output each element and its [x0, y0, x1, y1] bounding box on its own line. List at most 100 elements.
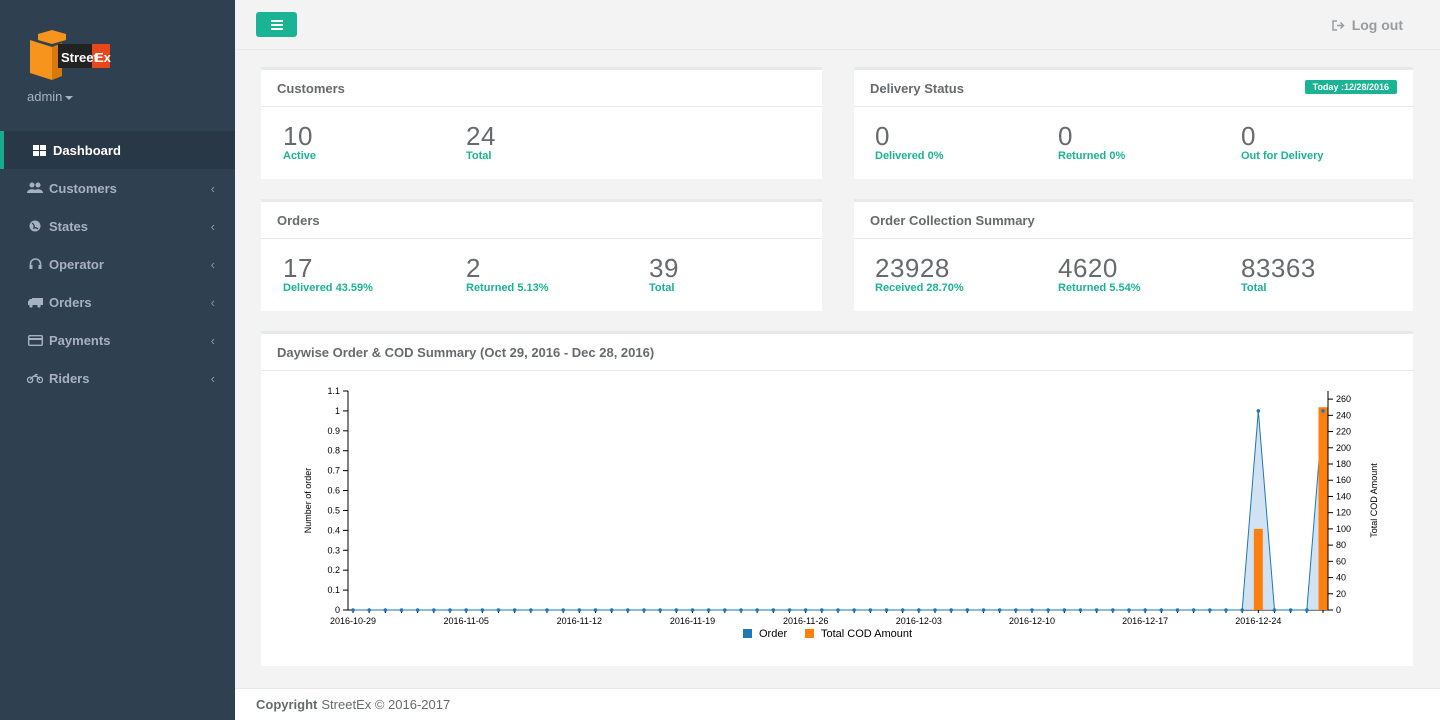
- headphones-icon: [27, 257, 43, 271]
- order-point: [561, 608, 565, 612]
- sidebar-item-dashboard[interactable]: Dashboard: [0, 131, 235, 169]
- order-point: [496, 608, 501, 612]
- sidebar-item-operator[interactable]: Operator ‹: [0, 245, 235, 283]
- out-for-delivery-stat: 0 Out for Delivery: [1241, 122, 1324, 162]
- sidebar-item-label: Customers: [49, 180, 117, 196]
- y2-tick-label: 0: [1336, 605, 1341, 615]
- chevron-left-icon: ‹: [210, 371, 215, 386]
- stat-value: 39: [649, 253, 679, 283]
- y2-tick-label: 100: [1336, 524, 1351, 534]
- order-point: [933, 608, 937, 612]
- stat-label: Returned 5.13%: [466, 282, 549, 294]
- returned-amount-stat: 4620 Returned 5.54%: [1058, 254, 1141, 294]
- orders-panel: Orders 17 Delivered 43.59% 2 Returned 5.…: [261, 199, 822, 311]
- chevron-left-icon: ‹: [210, 295, 215, 310]
- x-tick-label: 2016-11-19: [670, 616, 715, 626]
- order-point: [448, 608, 452, 612]
- order-line: [353, 410, 1324, 611]
- sidebar: Street Ex admin Dashboard Customers ‹ St…: [0, 0, 235, 720]
- order-point: [981, 608, 986, 612]
- order-point: [464, 608, 468, 612]
- stat-label: Returned 5.54%: [1058, 282, 1141, 294]
- y-tick-label: 1: [335, 406, 340, 416]
- order-point: [706, 608, 711, 612]
- order-point: [1030, 608, 1034, 612]
- chevron-left-icon: ‹: [210, 219, 215, 234]
- sidebar-item-label: Payments: [49, 332, 111, 348]
- sidebar-item-states[interactable]: States ‹: [0, 207, 235, 245]
- logout-link[interactable]: Log out: [1331, 17, 1403, 33]
- y2-tick-label: 260: [1336, 394, 1351, 404]
- order-point: [1272, 608, 1277, 612]
- cod-bar: [1253, 528, 1263, 610]
- order-point: [900, 608, 905, 612]
- order-point: [1111, 608, 1115, 612]
- toggle-sidebar-button[interactable]: [256, 12, 297, 37]
- order-point: [739, 608, 743, 612]
- stat-label: Total: [1241, 282, 1267, 294]
- bars-icon-line: [270, 23, 283, 26]
- order-point: [1321, 409, 1325, 413]
- order-point: [1143, 608, 1147, 612]
- order-point: [593, 608, 598, 612]
- globe-icon: [27, 219, 43, 233]
- stat-label: Delivered 43.59%: [283, 282, 373, 294]
- order-point: [415, 608, 420, 612]
- svg-text:Ex: Ex: [95, 50, 112, 65]
- chevron-left-icon: ‹: [210, 181, 215, 196]
- panel-title: Customers: [261, 70, 822, 107]
- order-point: [803, 608, 808, 612]
- y-axis-title: Number of order: [303, 468, 313, 534]
- y-tick-label: 0: [335, 605, 340, 615]
- daywise-summary-panel: Daywise Order & COD Summary (Oct 29, 201…: [261, 331, 1413, 666]
- brand-area: Street Ex admin: [0, 0, 235, 130]
- stat-value: 23928: [875, 253, 950, 283]
- stat-value: 0: [875, 121, 890, 151]
- y2-tick-label: 160: [1336, 475, 1351, 485]
- y2-tick-label: 240: [1336, 410, 1351, 420]
- user-menu[interactable]: admin: [27, 89, 74, 104]
- y2-tick-label: 180: [1336, 459, 1351, 469]
- truck-icon: [27, 295, 43, 309]
- stat-value: 17: [283, 253, 313, 283]
- svg-text:Street: Street: [61, 50, 99, 65]
- user-name: admin: [27, 89, 63, 104]
- sidebar-item-customers[interactable]: Customers ‹: [0, 169, 235, 207]
- motorcycle-icon: [27, 371, 43, 385]
- sidebar-item-orders[interactable]: Orders ‹: [0, 283, 235, 321]
- order-point: [432, 608, 436, 612]
- stat-value: 83363: [1241, 253, 1316, 283]
- returned-orders-stat: 2 Returned 5.13%: [466, 254, 549, 294]
- y-tick-label: 0.7: [327, 466, 340, 476]
- sidebar-item-riders[interactable]: Riders ‹: [0, 359, 235, 397]
- cod-bar: [1318, 407, 1328, 610]
- order-point: [1014, 608, 1018, 612]
- streetex-logo[interactable]: Street Ex: [28, 30, 112, 80]
- order-point: [917, 608, 921, 612]
- y-tick-label: 0.9: [327, 426, 340, 436]
- stat-label: Active: [283, 150, 317, 162]
- caret-down-icon: [65, 95, 74, 100]
- order-point: [1191, 608, 1196, 612]
- panel-title: Order Collection Summary: [854, 202, 1413, 239]
- footer-text: StreetEx © 2016-2017: [321, 697, 451, 712]
- order-point: [529, 608, 533, 612]
- x-tick-label: 2016-11-12: [557, 616, 602, 626]
- total-customers-stat: 24 Total: [466, 122, 496, 162]
- x-tick-label: 2016-11-26: [783, 616, 828, 626]
- sidebar-nav: Dashboard Customers ‹ States ‹ Operator …: [0, 131, 235, 397]
- y2-tick-label: 80: [1336, 540, 1346, 550]
- daywise-chart: 0 0.1 0.2 0.3 0.4 0.5 0.6 0.7 0.8 0.9 1 1.1 0 20 40 60 8…: [303, 386, 1379, 640]
- y-tick-label: 0.5: [327, 505, 340, 515]
- order-point: [1175, 608, 1180, 612]
- sidebar-item-label: Dashboard: [53, 142, 121, 158]
- order-point: [965, 608, 970, 612]
- y2-tick-label: 220: [1336, 427, 1351, 437]
- order-point: [480, 608, 485, 612]
- top-navbar: Log out: [235, 0, 1440, 50]
- sidebar-item-label: States: [49, 218, 89, 234]
- stat-label: Returned 0%: [1058, 150, 1126, 162]
- delivery-status-panel: Delivery Status Today :12/28/2016 0 Deli…: [854, 67, 1413, 179]
- y-tick-label: 0.4: [327, 525, 340, 535]
- sidebar-item-payments[interactable]: Payments ‹: [0, 321, 235, 359]
